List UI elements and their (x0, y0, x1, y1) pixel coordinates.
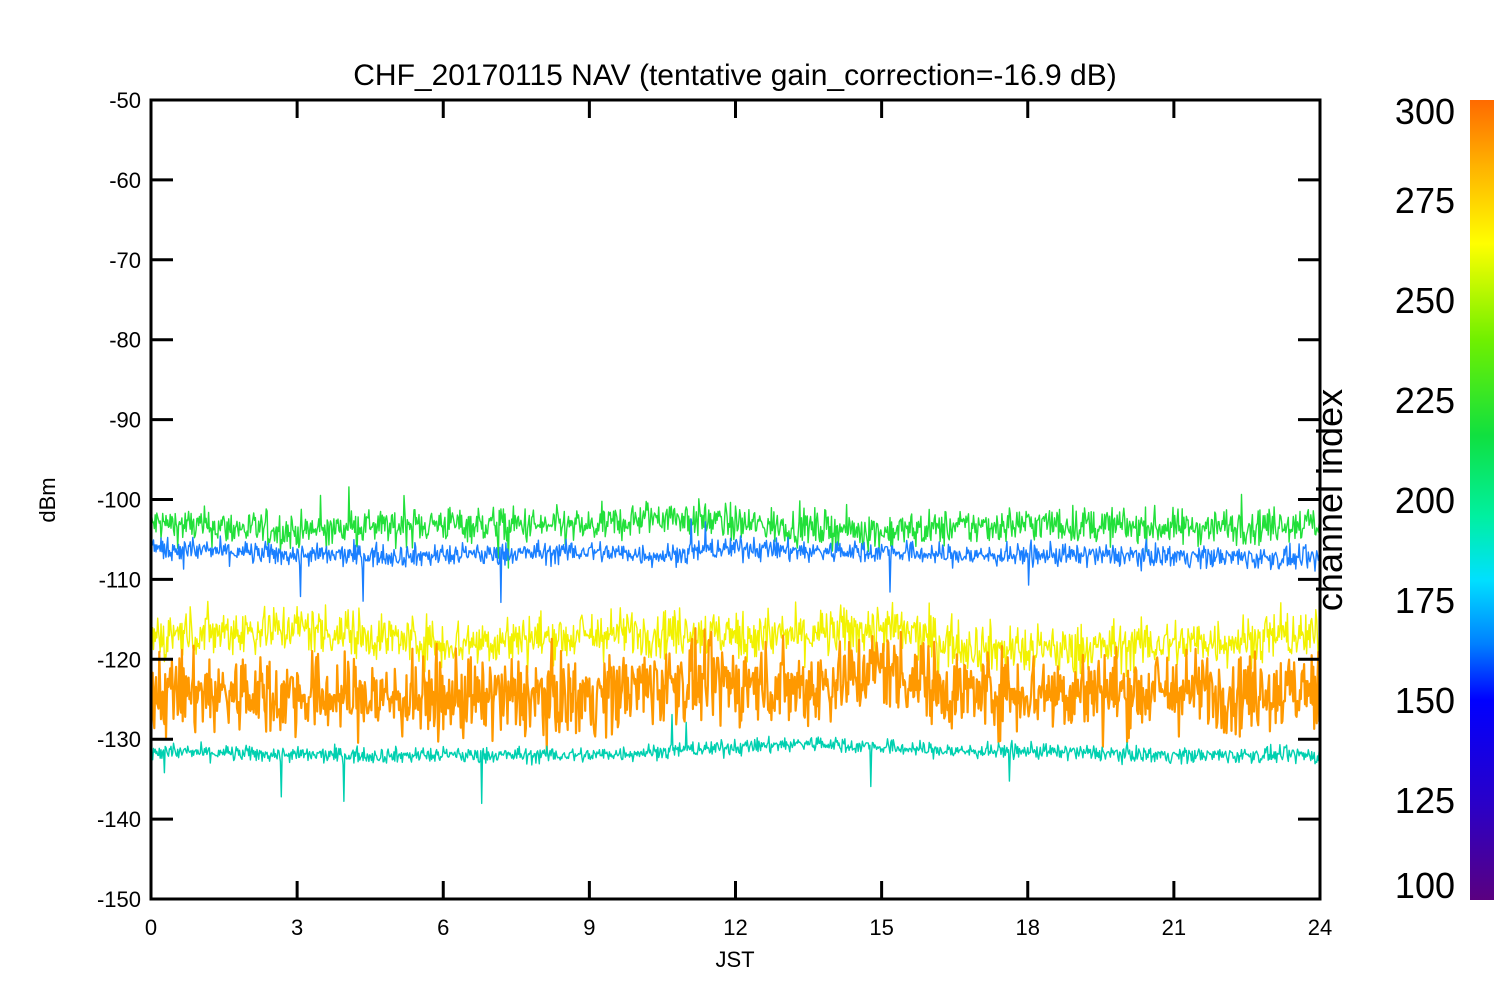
y-tick-label: -50 (109, 88, 141, 113)
x-axis: 0 3 6 9 12 15 18 21 24 (145, 100, 1332, 940)
x-tick-label: 0 (145, 915, 157, 940)
y-tick-label: -150 (97, 887, 141, 912)
colorbar-tick-label: 225 (1395, 380, 1455, 421)
x-tick-label: 18 (1016, 915, 1040, 940)
colorbar-tick-label: 200 (1395, 480, 1455, 521)
colorbar-tick-label: 100 (1395, 865, 1455, 906)
y-tick-label: -60 (109, 168, 141, 193)
y-tick-label: -100 (97, 488, 141, 513)
series-line (151, 713, 1320, 805)
y-tick-label: -120 (97, 647, 141, 672)
x-tick-label: 9 (583, 915, 595, 940)
colorbar-tick-label: 175 (1395, 580, 1455, 621)
series-line (151, 518, 1320, 604)
x-tick-label: 6 (437, 915, 449, 940)
colorbar (1470, 100, 1494, 900)
x-tick-label: 15 (869, 915, 893, 940)
x-axis-label: JST (715, 947, 754, 972)
colorbar-tick-label: 250 (1395, 280, 1455, 321)
colorbar-ticks: 100 125 150 175 200 225 250 275 300 (1395, 91, 1455, 906)
plot-area (151, 486, 1320, 805)
x-tick-label: 21 (1162, 915, 1186, 940)
y-tick-label: -70 (109, 248, 141, 273)
y-tick-label: -130 (97, 727, 141, 752)
colorbar-tick-label: 300 (1395, 91, 1455, 132)
x-tick-label: 3 (291, 915, 303, 940)
colorbar-tick-label: 275 (1395, 180, 1455, 221)
colorbar-tick-label: 125 (1395, 780, 1455, 821)
colorbar-label: channel index (1309, 389, 1350, 611)
y-tick-label: -90 (109, 408, 141, 433)
y-axis-label: dBm (35, 477, 60, 522)
series-line (151, 600, 1320, 700)
y-tick-label: -110 (99, 567, 141, 592)
series-line (151, 627, 1320, 753)
colorbar-tick-label: 150 (1395, 680, 1455, 721)
x-tick-label: 24 (1308, 915, 1332, 940)
y-tick-label: -80 (109, 328, 141, 353)
plot-frame (149, 98, 1322, 901)
chart-title: CHF_20170115 NAV (tentative gain_correct… (353, 59, 1117, 92)
y-tick-label: -140 (97, 807, 141, 832)
x-tick-label: 12 (723, 915, 747, 940)
series-line (151, 486, 1320, 569)
y-axis: -150 -140 -130 -120 -110 -100 -90 -80 -70 -60 -50 (97, 88, 1320, 912)
